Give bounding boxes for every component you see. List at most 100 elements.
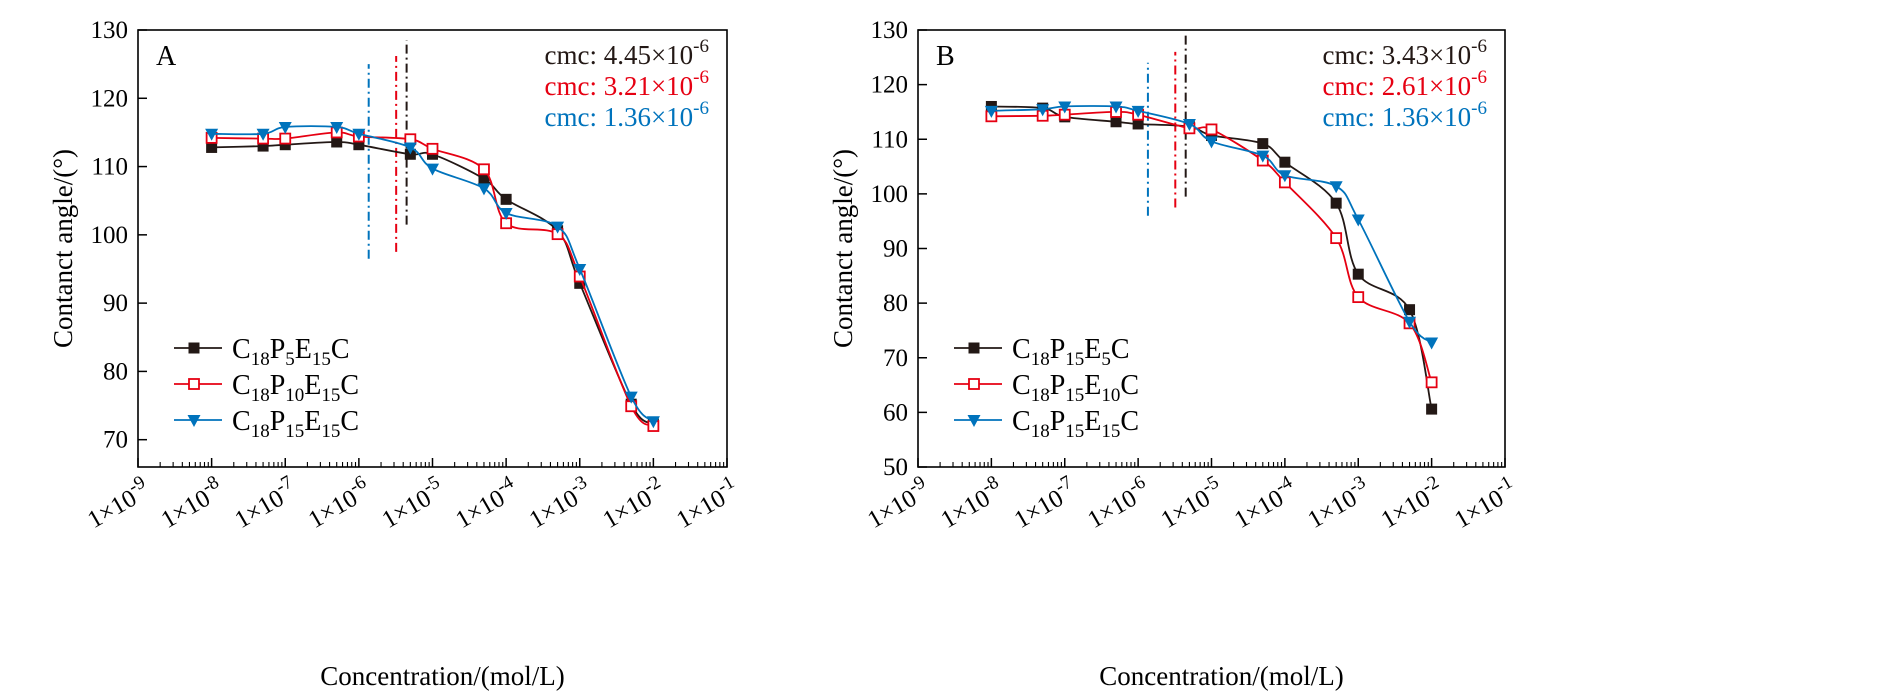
data-point xyxy=(477,183,491,196)
data-point xyxy=(1036,104,1050,117)
data-point xyxy=(1330,232,1343,245)
y-tick-label: 90 xyxy=(883,236,908,263)
x-tick-label: 1×10-7 xyxy=(227,472,302,534)
y-tick-label: 80 xyxy=(883,290,908,317)
cmc-label: cmc: 1.36×10-6 xyxy=(1322,98,1487,132)
legend-marker xyxy=(187,415,201,427)
data-point xyxy=(1182,118,1196,131)
y-tick-label: 90 xyxy=(103,290,128,317)
legend-label: C18P15E15C xyxy=(232,406,359,442)
y-axis-title: Contanct angle/(°) xyxy=(48,149,78,348)
x-tick-label: 1×10-2 xyxy=(595,472,670,534)
legend-marker xyxy=(188,378,200,390)
data-point xyxy=(1329,181,1343,194)
x-tick-label: 1×10-4 xyxy=(1227,471,1302,534)
data-point xyxy=(624,391,638,404)
y-tick-label: 60 xyxy=(883,399,908,426)
x-tick-label: 1×10-5 xyxy=(1154,472,1229,534)
panel-label: A xyxy=(156,41,177,72)
data-point xyxy=(1132,118,1144,130)
legend-marker xyxy=(188,342,200,354)
data-point xyxy=(279,139,291,151)
data-point xyxy=(426,163,439,176)
y-tick-label: 100 xyxy=(871,181,909,208)
data-point xyxy=(1205,123,1218,136)
x-tick-label: 1×10-1 xyxy=(669,472,744,534)
y-tick-label: 80 xyxy=(103,358,128,385)
data-point xyxy=(278,121,292,134)
data-point xyxy=(499,207,513,220)
data-point xyxy=(330,121,344,134)
y-tick-label: 120 xyxy=(871,72,909,99)
data-point xyxy=(646,416,660,429)
cmc-label: cmc: 3.43×10-6 xyxy=(1322,36,1487,70)
legend-marker xyxy=(968,378,980,390)
x-tick-label: 1×10-3 xyxy=(522,472,597,534)
data-point xyxy=(206,141,218,153)
data-point xyxy=(1426,403,1438,415)
legend-marker xyxy=(967,415,981,427)
y-tick-label: 110 xyxy=(91,154,128,181)
y-axis-title: Contanct angle/(°) xyxy=(828,149,858,348)
data-point xyxy=(353,139,365,151)
chart-panel-b: 50607080901001101201301×10-91×10-81×10-7… xyxy=(828,17,1522,691)
data-point xyxy=(1278,170,1292,183)
cmc-label: cmc: 4.45×10-6 xyxy=(544,36,709,70)
legend-marker xyxy=(968,342,980,354)
y-tick-label: 70 xyxy=(103,427,128,454)
x-tick-label: 1×10-7 xyxy=(1007,472,1082,534)
legend-label: C18P5E15C xyxy=(232,334,350,370)
x-tick-label: 1×10-1 xyxy=(1447,472,1522,534)
data-point xyxy=(1205,136,1218,149)
data-point xyxy=(500,193,512,205)
x-tick-label: 1×10-4 xyxy=(448,471,523,534)
y-tick-label: 50 xyxy=(883,454,908,481)
data-point xyxy=(1058,101,1072,114)
data-point xyxy=(574,277,586,289)
data-point xyxy=(1131,105,1145,118)
x-tick-label: 1×10-9 xyxy=(80,472,155,534)
data-point xyxy=(1425,376,1438,389)
x-tick-label: 1×10-8 xyxy=(154,472,229,534)
data-point xyxy=(331,136,343,148)
data-point xyxy=(1110,116,1122,128)
data-point xyxy=(1352,291,1365,304)
legend-label: C18P15E15C xyxy=(1012,406,1139,442)
data-point xyxy=(1256,150,1270,163)
data-point xyxy=(573,263,587,276)
data-point xyxy=(1351,214,1365,227)
data-point xyxy=(1352,268,1364,280)
y-tick-label: 110 xyxy=(871,126,908,153)
data-point xyxy=(205,128,219,141)
cmc-label: cmc: 3.21×10-6 xyxy=(544,67,709,101)
data-point xyxy=(551,221,565,234)
y-tick-label: 130 xyxy=(871,17,909,44)
x-tick-label: 1×10-5 xyxy=(375,472,450,534)
data-point xyxy=(1404,304,1416,316)
x-axis-title: Concentration/(mol/L) xyxy=(1099,661,1343,691)
x-axis-title: Concentration/(mol/L) xyxy=(320,661,564,691)
data-point xyxy=(426,142,439,155)
data-point xyxy=(1206,129,1217,141)
data-point xyxy=(1330,197,1342,209)
x-tick-label: 1×10-3 xyxy=(1300,472,1375,534)
y-tick-label: 100 xyxy=(91,222,129,249)
cmc-label: cmc: 1.36×10-6 xyxy=(544,98,709,132)
x-tick-label: 1×10-8 xyxy=(933,472,1008,534)
y-tick-label: 130 xyxy=(91,17,129,44)
data-point xyxy=(1257,138,1269,150)
x-tick-label: 1×10-2 xyxy=(1374,472,1449,534)
chart-panel-a: 7080901001101201301×10-91×10-81×10-71×10… xyxy=(48,17,744,691)
data-point xyxy=(403,142,417,155)
data-point xyxy=(352,128,366,141)
x-tick-label: 1×10-6 xyxy=(301,472,376,534)
data-point xyxy=(478,163,490,176)
legend-label: C18P10E15C xyxy=(232,370,359,406)
data-point xyxy=(1279,156,1291,168)
data-point xyxy=(984,105,998,118)
y-tick-label: 120 xyxy=(91,85,129,112)
x-tick-label: 1×10-6 xyxy=(1080,472,1155,534)
y-tick-label: 70 xyxy=(883,345,908,372)
data-point xyxy=(256,128,270,141)
